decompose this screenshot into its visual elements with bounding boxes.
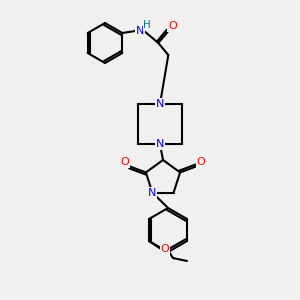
Text: N: N — [156, 139, 164, 149]
Text: N: N — [156, 99, 164, 109]
Text: H: H — [143, 20, 151, 30]
Text: O: O — [121, 158, 129, 167]
Text: O: O — [168, 21, 177, 31]
Text: O: O — [197, 158, 206, 167]
Text: N: N — [136, 26, 145, 36]
Text: N: N — [148, 188, 157, 198]
Text: O: O — [160, 244, 169, 254]
